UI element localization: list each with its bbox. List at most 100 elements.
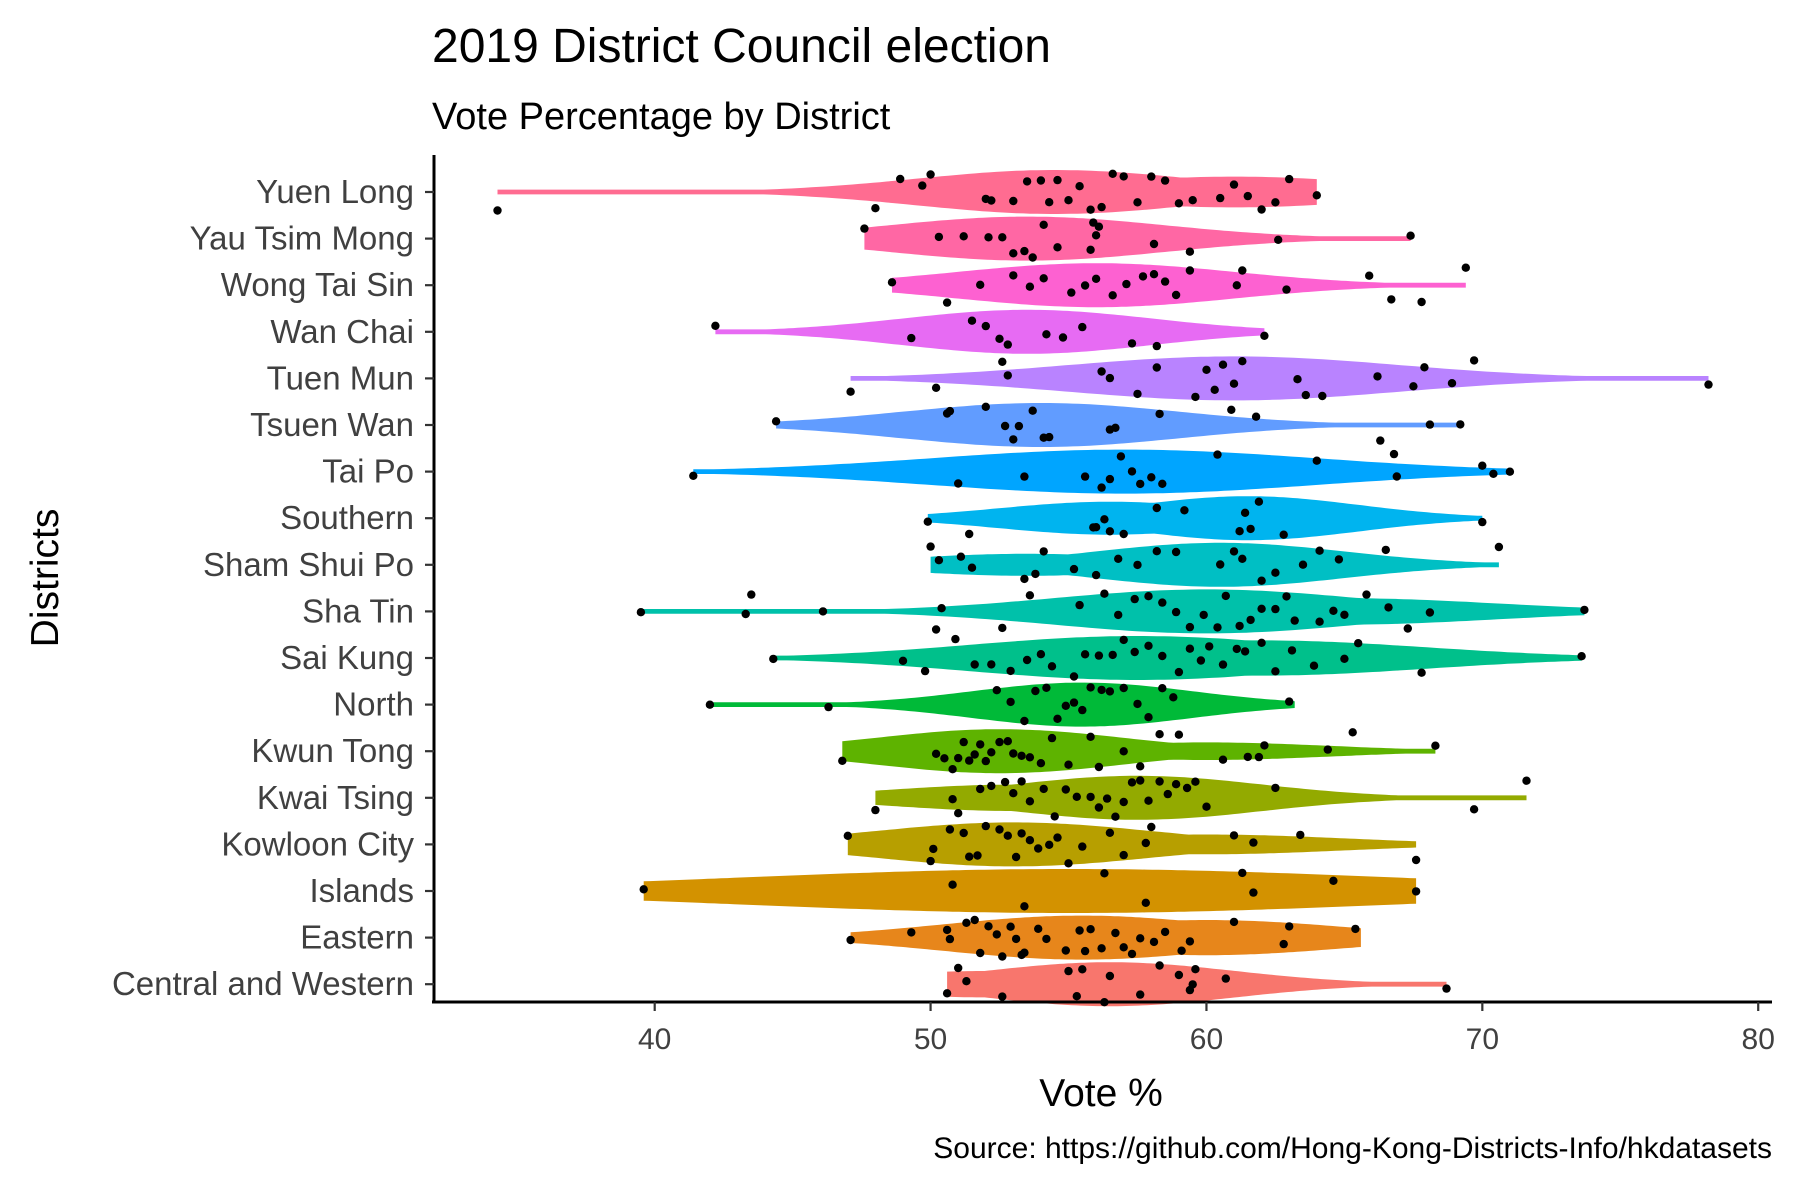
point-kwun-tong: [838, 756, 847, 765]
point-wong-tai-sin: [1238, 266, 1247, 275]
violin-yuen-long: [497, 170, 1317, 214]
point-yuen-long: [896, 174, 905, 184]
point-sham-shui-po: [1031, 569, 1040, 579]
point-tai-po: [1213, 450, 1222, 459]
point-southern: [1180, 506, 1189, 515]
point-yuen-long: [1216, 193, 1225, 203]
point-yau-tsim-mong: [1028, 253, 1037, 262]
point-southern: [1152, 503, 1162, 513]
point-yuen-long: [1312, 191, 1322, 200]
point-islands: [1238, 868, 1247, 878]
point-islands: [948, 880, 957, 889]
point-sha-tin: [1362, 590, 1371, 599]
point-north: [1053, 714, 1062, 723]
point-eastern: [1136, 934, 1145, 943]
point-wong-tai-sin: [1149, 270, 1159, 279]
point-sha-tin: [1271, 604, 1280, 614]
point-sha-tin: [937, 604, 946, 613]
violin-kowloon-city: [847, 822, 1417, 867]
y-axis-ticks: Central and Western Eastern Islands Kowloon…: [112, 173, 434, 1002]
point-kowloon-city: [959, 828, 968, 838]
point-tsuen-wan: [1014, 421, 1024, 431]
point-tsuen-wan: [1251, 412, 1261, 421]
point-north: [1042, 683, 1051, 692]
point-sha-tin: [1340, 610, 1349, 619]
point-sai-kung: [1287, 646, 1297, 655]
point-kwai-tsing: [1000, 777, 1010, 787]
point-yuen-long: [1119, 172, 1128, 181]
x-tick-label: 40: [638, 1023, 671, 1056]
point-sham-shui-po: [934, 556, 944, 565]
point-yau-tsim-mong: [1091, 231, 1101, 240]
point-eastern: [1127, 949, 1137, 959]
point-sai-kung: [1232, 644, 1242, 654]
point-islands: [1100, 869, 1109, 878]
point-sha-tin: [1257, 604, 1266, 613]
point-north: [1086, 683, 1095, 692]
point-kowloon-city: [1064, 859, 1073, 868]
point-kowloon-city: [843, 831, 852, 840]
violin-eastern: [850, 915, 1361, 960]
point-sha-tin: [818, 607, 828, 616]
point-wong-tai-sin: [1461, 263, 1471, 272]
point-eastern: [907, 928, 916, 937]
point-wan-chai: [967, 316, 977, 325]
point-kwun-tong: [965, 756, 974, 765]
point-kwun-tong: [970, 750, 979, 759]
point-kwai-tsing: [1061, 785, 1071, 794]
point-sai-kung: [970, 660, 979, 669]
point-central-and-western: [998, 992, 1007, 1001]
point-kwai-tsing: [976, 784, 985, 794]
point-kwai-tsing: [1136, 776, 1145, 785]
point-tai-po: [954, 479, 963, 488]
point-sai-kung: [1577, 652, 1586, 661]
point-wong-tai-sin: [1067, 288, 1076, 297]
y-tick-label: Tuen Mun: [267, 359, 414, 396]
violin-tai-po: [693, 449, 1510, 494]
point-kwai-tsing: [1017, 777, 1026, 786]
point-sai-kung: [1196, 656, 1206, 665]
point-tsuen-wan: [1376, 436, 1385, 445]
point-yau-tsim-mong: [1094, 222, 1104, 231]
point-wan-chai: [1003, 340, 1012, 349]
point-tuen-mun: [1218, 360, 1228, 369]
point-yau-tsim-mong: [1185, 247, 1195, 256]
point-central-and-western: [954, 963, 963, 973]
point-central-and-western: [1105, 971, 1115, 981]
point-central-and-western: [1078, 965, 1087, 974]
point-tai-po: [1116, 452, 1126, 461]
point-sai-kung: [1047, 662, 1057, 671]
point-tai-po: [1127, 467, 1137, 476]
point-north: [1119, 683, 1128, 693]
point-sha-tin: [1025, 591, 1035, 600]
point-tuen-mun: [1409, 382, 1418, 391]
point-yuen-long: [1285, 174, 1294, 184]
point-eastern: [1006, 922, 1015, 931]
chart-caption: Source: https://github.com/Hong-Kong-Dis…: [933, 1132, 1772, 1165]
y-tick-label: Central and Western: [112, 965, 414, 1002]
point-kwai-tsing: [1127, 778, 1137, 787]
point-tuen-mun: [1152, 363, 1162, 372]
point-sha-tin: [1290, 616, 1299, 625]
point-tuen-mun: [1318, 391, 1327, 401]
point-kwai-tsing: [1102, 794, 1112, 803]
point-kwun-tong: [931, 749, 941, 758]
point-yuen-long: [1160, 176, 1170, 185]
point-sai-kung: [1271, 667, 1280, 676]
point-eastern: [942, 925, 952, 935]
point-yau-tsim-mong: [984, 233, 993, 242]
point-wan-chai: [995, 334, 1004, 343]
point-sha-tin: [1329, 606, 1338, 615]
point-kowloon-city: [1147, 822, 1156, 832]
point-sai-kung: [920, 666, 930, 676]
point-tuen-mun: [1469, 356, 1479, 365]
point-sham-shui-po: [1271, 568, 1280, 577]
point-yuen-long: [1188, 196, 1197, 205]
point-wong-tai-sin: [976, 280, 985, 289]
point-sha-tin: [1114, 610, 1123, 620]
point-north: [1020, 716, 1029, 726]
point-southern: [965, 529, 974, 539]
point-eastern: [1185, 937, 1195, 946]
point-kwun-tong: [1003, 737, 1012, 746]
point-sai-kung: [1036, 650, 1046, 659]
